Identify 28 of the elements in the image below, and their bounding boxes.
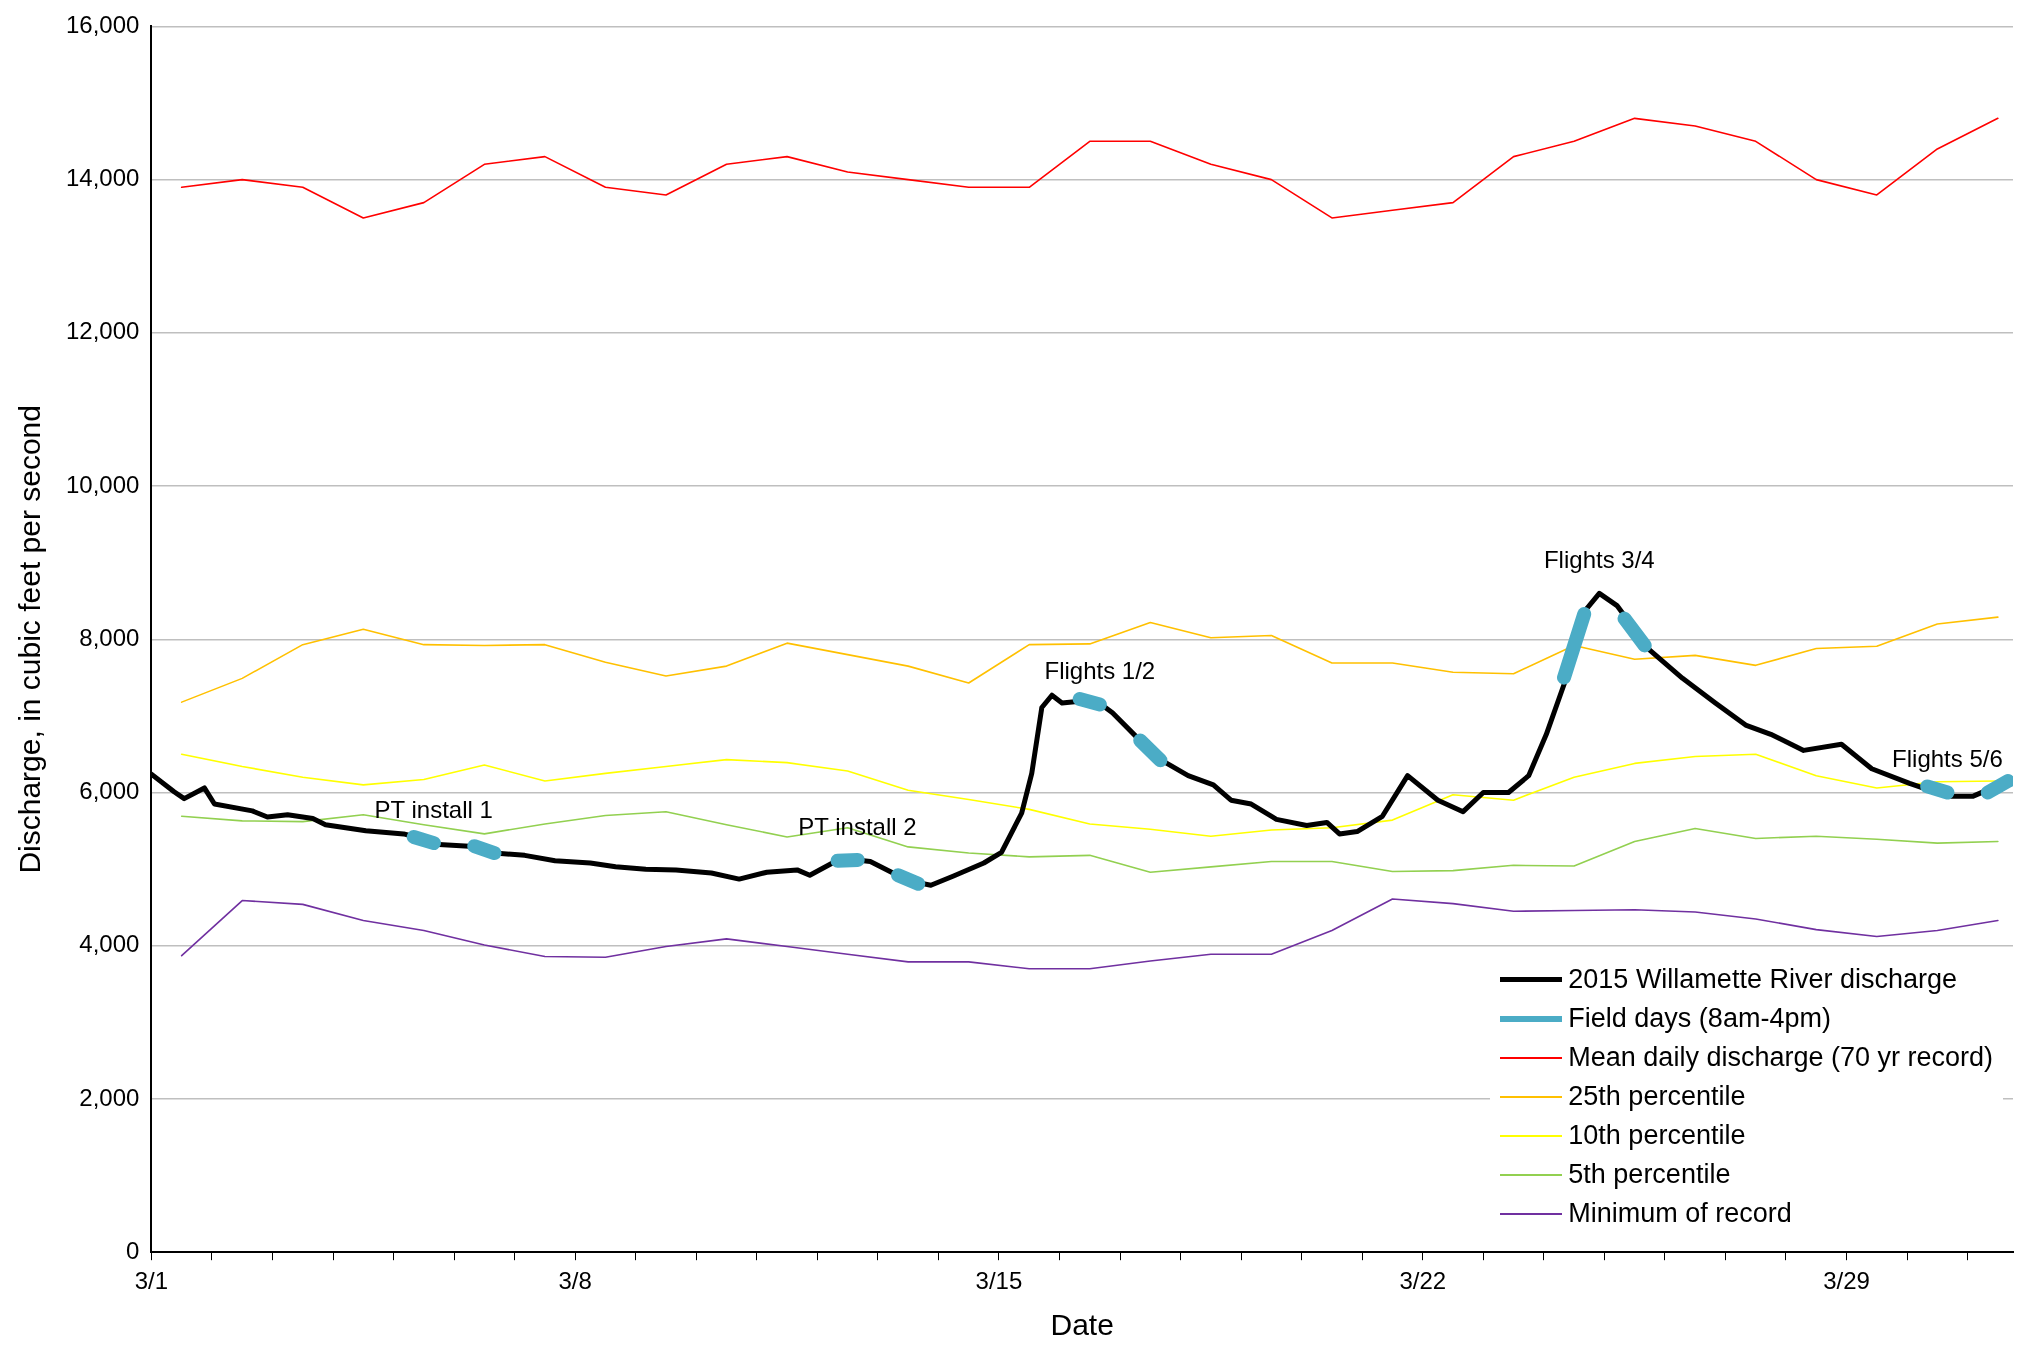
x-axis-title: Date <box>1050 1308 1114 1342</box>
x-tick-label: 3/1 <box>134 1267 169 1295</box>
annotation: Flights 3/4 <box>1543 545 1655 573</box>
legend-label: Minimum of record <box>1568 1197 1792 1231</box>
x-tick-label: 3/29 <box>1823 1267 1870 1295</box>
legend-label: 10th percentile <box>1568 1119 1746 1153</box>
annotation: Flights 1/2 <box>1044 657 1156 685</box>
y-tick-label: 10,000 <box>66 470 140 498</box>
y-tick-label: 8,000 <box>79 623 140 651</box>
y-tick-label: 2,000 <box>79 1083 140 1111</box>
y-tick-label: 4,000 <box>79 930 140 958</box>
y-tick-label: 6,000 <box>79 777 140 805</box>
x-tick-label: 3/22 <box>1399 1267 1447 1295</box>
legend-label: 25th percentile <box>1568 1080 1746 1114</box>
legend-label: Field days (8am-4pm) <box>1568 1002 1831 1036</box>
legend-label: 2015 Willamette River discharge <box>1568 963 1957 997</box>
x-tick-label: 3/8 <box>558 1267 592 1295</box>
annotation: PT install 2 <box>798 812 917 840</box>
x-tick-label: 3/15 <box>975 1267 1023 1295</box>
y-tick-label: 16,000 <box>66 11 140 39</box>
y-tick-label: 12,000 <box>66 317 140 345</box>
annotation: PT install 1 <box>374 795 493 823</box>
y-tick-label: 14,000 <box>66 164 140 192</box>
y-tick-label: 0 <box>126 1236 140 1264</box>
annotation: Flights 5/6 <box>1892 745 2003 773</box>
legend-label: Mean daily discharge (70 yr record) <box>1568 1041 1993 1075</box>
y-axis-title: Discharge, in cubic feet per second <box>13 405 47 874</box>
legend-label: 5th percentile <box>1568 1158 1731 1192</box>
